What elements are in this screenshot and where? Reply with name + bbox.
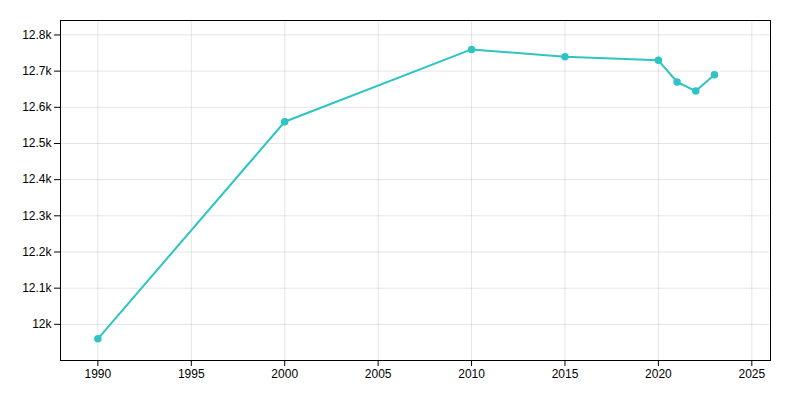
svg-text:12.3k: 12.3k — [22, 209, 52, 223]
svg-text:12.2k: 12.2k — [22, 245, 52, 259]
svg-text:12.8k: 12.8k — [22, 28, 52, 42]
svg-text:12.6k: 12.6k — [22, 100, 52, 114]
svg-text:2010: 2010 — [458, 367, 485, 381]
svg-text:1990: 1990 — [85, 367, 112, 381]
svg-text:12k: 12k — [32, 317, 52, 331]
svg-text:2015: 2015 — [552, 367, 579, 381]
svg-text:2005: 2005 — [365, 367, 392, 381]
svg-text:12.4k: 12.4k — [22, 172, 52, 186]
svg-text:12.5k: 12.5k — [22, 136, 52, 150]
svg-text:2020: 2020 — [645, 367, 672, 381]
svg-text:2000: 2000 — [271, 367, 298, 381]
svg-text:12.1k: 12.1k — [22, 281, 52, 295]
svg-text:2025: 2025 — [738, 367, 765, 381]
svg-text:1995: 1995 — [178, 367, 205, 381]
svg-text:12.7k: 12.7k — [22, 64, 52, 78]
